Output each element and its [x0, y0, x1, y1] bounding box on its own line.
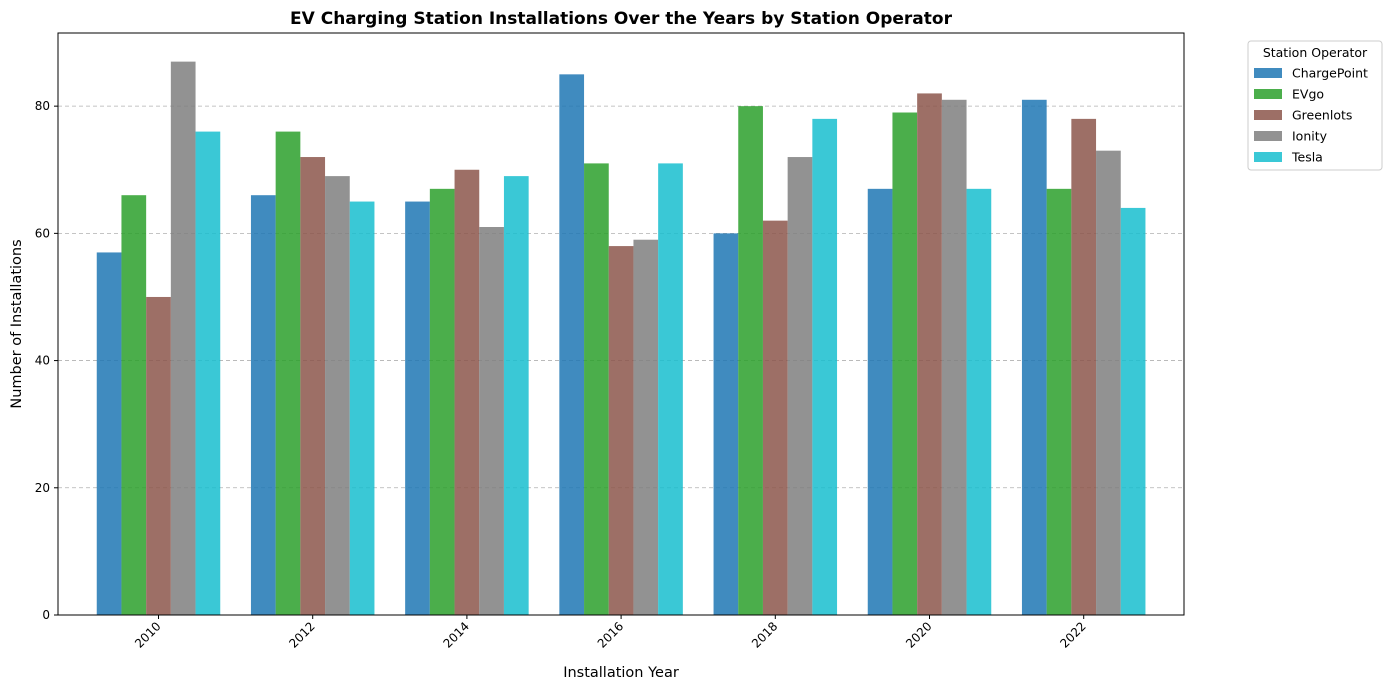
- bar-tesla-2020: [966, 188, 992, 615]
- bar-greenlots-2018: [762, 220, 788, 615]
- bar-ionity-2020: [941, 99, 967, 616]
- bar-greenlots-2014: [454, 169, 480, 616]
- bar-ionity-2022: [1096, 150, 1121, 616]
- y-axis-label: Number of Installations: [9, 239, 25, 408]
- bar-chargepoint-2018: [713, 233, 739, 615]
- bar-chargepoint-2016: [559, 74, 585, 616]
- bar-greenlots-2010: [146, 296, 171, 615]
- bar-tesla-2016: [658, 163, 683, 616]
- y-tick-label: 40: [35, 354, 50, 368]
- bar-evgo-2016: [584, 163, 609, 616]
- bar-chargepoint-2014: [405, 201, 430, 615]
- bar-tesla-2018: [812, 118, 838, 616]
- bar-evgo-2010: [121, 195, 147, 615]
- bar-chargepoint-2010: [96, 252, 122, 615]
- bar-chargepoint-2020: [867, 188, 893, 615]
- bar-greenlots-2012: [300, 157, 326, 616]
- legend: Station Operator ChargePoint EVgo Greenlot…: [1247, 40, 1383, 171]
- legend-swatch-greenlots: [1254, 110, 1282, 120]
- bar-greenlots-2022: [1071, 118, 1097, 616]
- bar-evgo-2012: [275, 131, 301, 616]
- bar-tesla-2010: [195, 131, 221, 616]
- legend-title: Station Operator: [1263, 45, 1368, 60]
- chart-title: EV Charging Station Installations Over t…: [290, 9, 953, 29]
- bar-evgo-2014: [429, 188, 455, 615]
- bar-ionity-2012: [325, 176, 350, 616]
- legend-label-evgo: EVgo: [1292, 87, 1324, 102]
- legend-items: ChargePoint EVgo Greenlots Ionity Tesla: [1254, 66, 1368, 165]
- bar-chargepoint-2022: [1021, 99, 1047, 616]
- legend-swatch-tesla: [1254, 152, 1282, 162]
- y-tick-label: 0: [42, 608, 50, 622]
- legend-swatch-evgo: [1254, 89, 1282, 99]
- bar-greenlots-2020: [917, 93, 942, 616]
- legend-label-greenlots: Greenlots: [1292, 108, 1352, 123]
- bar-tesla-2022: [1120, 207, 1146, 615]
- y-tick-label: 20: [35, 481, 50, 495]
- bar-evgo-2020: [892, 112, 918, 616]
- bar-ionity-2016: [633, 239, 659, 615]
- bar-chargepoint-2012: [250, 195, 276, 615]
- legend-label-tesla: Tesla: [1291, 150, 1323, 165]
- bar-ionity-2014: [479, 227, 504, 615]
- x-axis-label: Installation Year: [563, 665, 679, 681]
- bar-tesla-2014: [503, 176, 529, 616]
- legend-swatch-ionity: [1254, 131, 1282, 141]
- y-tick-label: 80: [35, 99, 50, 113]
- legend-label-chargepoint: ChargePoint: [1292, 66, 1368, 81]
- legend-label-ionity: Ionity: [1292, 129, 1328, 144]
- bar-ionity-2018: [787, 157, 813, 616]
- bar-tesla-2012: [349, 201, 375, 615]
- legend-swatch-chargepoint: [1254, 68, 1282, 78]
- bar-ionity-2010: [170, 61, 196, 616]
- bar-evgo-2018: [738, 106, 763, 616]
- y-tick-label: 60: [35, 226, 50, 240]
- bars-group: [96, 61, 1146, 616]
- bar-greenlots-2016: [608, 246, 634, 615]
- bar-evgo-2022: [1046, 188, 1072, 615]
